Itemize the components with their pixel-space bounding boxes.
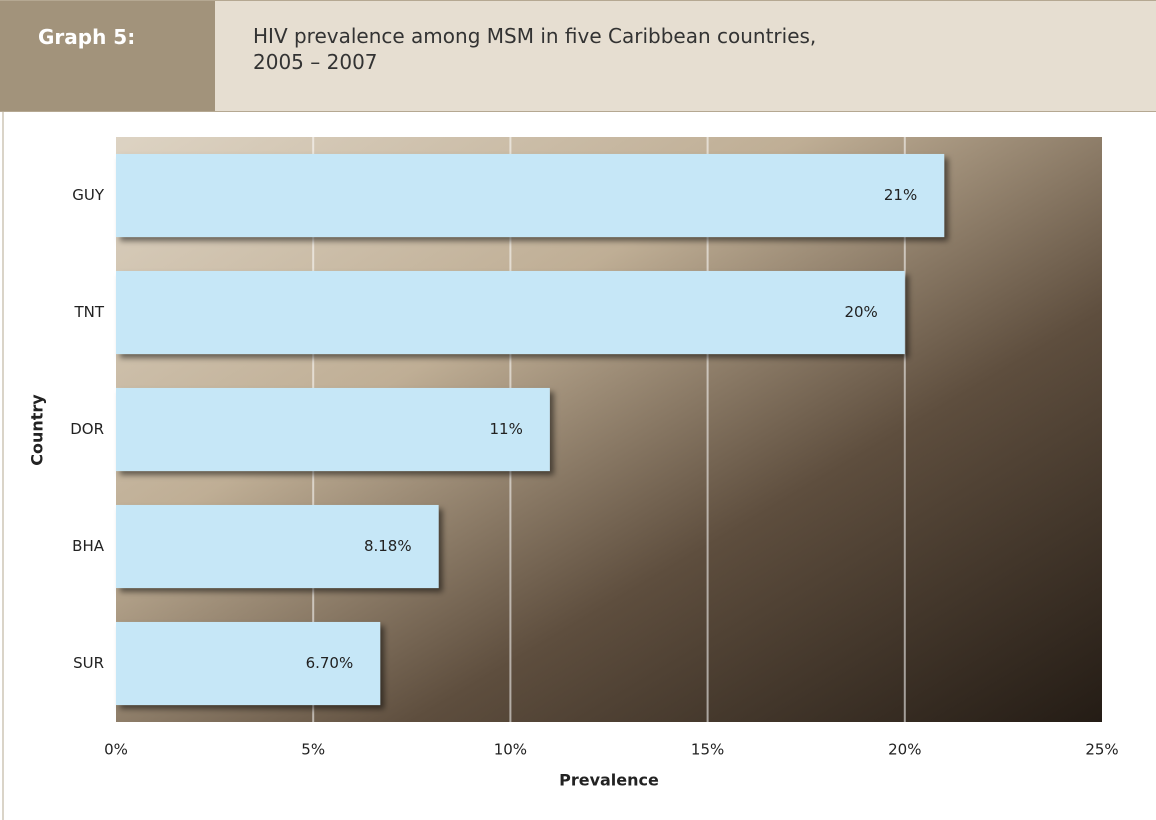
y-tick-label: TNT — [73, 303, 104, 321]
bar — [116, 504, 439, 589]
bar — [116, 153, 945, 238]
title-box: HIV prevalence among MSM in five Caribbe… — [215, 1, 1156, 111]
y-tick-label: GUY — [72, 186, 105, 204]
y-tick-label: DOR — [70, 420, 104, 438]
x-tick-label: 20% — [888, 741, 921, 759]
x-tick-label: 10% — [494, 741, 527, 759]
graph-label: Graph 5: — [0, 1, 215, 111]
y-axis-title: Country — [28, 394, 47, 466]
y-tick-label: SUR — [73, 654, 104, 672]
chart: Country Prevalence 0% 5% 10% 15% 20% 25% GUY 21… — [2, 112, 1119, 820]
x-axis-title: Prevalence — [559, 771, 659, 790]
bar — [116, 621, 381, 706]
value-label: 6.70% — [306, 654, 354, 672]
bar — [116, 387, 550, 472]
chart-title: HIV prevalence among MSM in five Caribbe… — [253, 24, 817, 74]
x-tick-label: 25% — [1085, 741, 1118, 759]
value-label: 11% — [489, 420, 522, 438]
y-tick-label: BHA — [72, 537, 105, 555]
value-label: 20% — [844, 303, 877, 321]
header: Graph 5: HIV prevalence among MSM in fiv… — [0, 0, 1156, 112]
x-tick-label: 5% — [301, 741, 325, 759]
bar — [116, 270, 905, 355]
value-label: 21% — [884, 186, 917, 204]
x-tick-label: 15% — [691, 741, 724, 759]
x-tick-label: 0% — [104, 741, 128, 759]
value-label: 8.18% — [364, 537, 412, 555]
